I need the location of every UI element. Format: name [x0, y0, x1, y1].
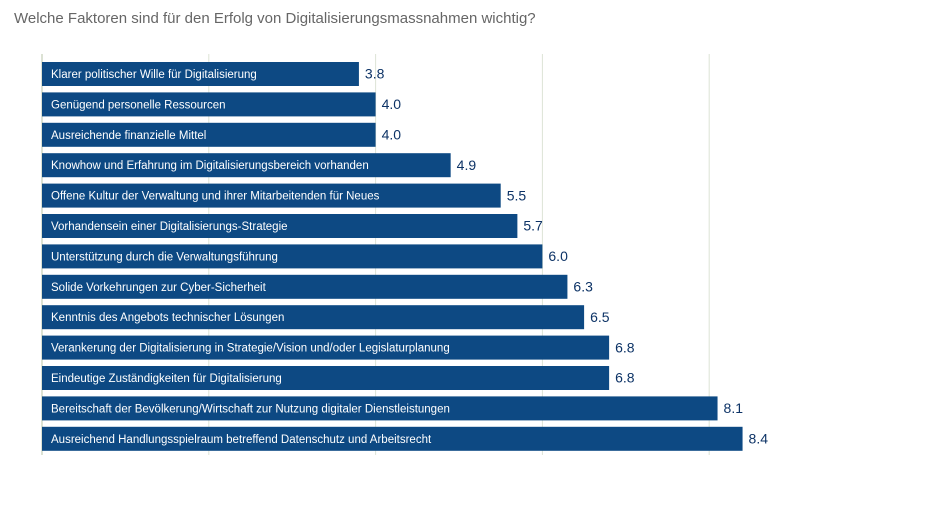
value-label: 4.0 [382, 127, 402, 143]
bar-label: Knowhow und Erfahrung im Digitalisierung… [51, 160, 369, 172]
bar-label: Klarer politischer Wille für Digitalisie… [51, 69, 257, 81]
bar [42, 183, 501, 208]
value-label: 4.0 [382, 96, 402, 112]
bar-label: Eindeutige Zuständigkeiten für Digitalis… [51, 373, 282, 385]
bar [42, 153, 451, 178]
value-label: 6.8 [615, 370, 635, 386]
bar-label: Bereitschaft der Bevölkerung/Wirtschaft … [51, 403, 450, 415]
bar-label: Ausreichend Handlungsspielraum betreffen… [51, 434, 432, 446]
bar-label: Kenntnis des Angebots technischer Lösung… [51, 312, 284, 324]
value-label: 4.9 [457, 157, 477, 173]
bar-label: Ausreichende finanzielle Mittel [51, 130, 206, 142]
bar [42, 214, 518, 238]
bar [42, 305, 585, 330]
value-label: 6.8 [615, 339, 635, 355]
bar-label: Solide Vorkehrungen zur Cyber-Sicherheit [51, 282, 267, 294]
value-label: 6.0 [548, 248, 568, 264]
value-label: 8.1 [724, 400, 744, 416]
bar [42, 62, 359, 86]
bar-label: Offene Kultur der Verwaltung und ihrer M… [51, 191, 380, 203]
value-label: 5.5 [507, 187, 527, 203]
bar [42, 426, 743, 451]
value-label: 5.7 [523, 218, 543, 234]
bar [42, 366, 610, 390]
bar-label: Unterstützung durch die Verwaltungsführu… [51, 251, 278, 263]
bar [42, 274, 568, 299]
chart-title: Welche Faktoren sind für den Erfolg von … [14, 10, 536, 27]
value-label: 6.3 [573, 279, 593, 295]
bar-label: Genügend personelle Ressourcen [51, 99, 226, 111]
bar [42, 122, 376, 147]
value-label: 3.8 [365, 66, 385, 82]
bar-label: Vorhandensein einer Digitalisierungs-Str… [51, 221, 288, 233]
bar [42, 92, 376, 117]
bar [42, 244, 543, 269]
bar [42, 335, 610, 360]
value-label: 6.5 [590, 309, 610, 325]
bar [42, 396, 718, 421]
bar-label: Verankerung der Digitalisierung in Strat… [51, 343, 450, 355]
value-label: 8.4 [749, 431, 769, 447]
